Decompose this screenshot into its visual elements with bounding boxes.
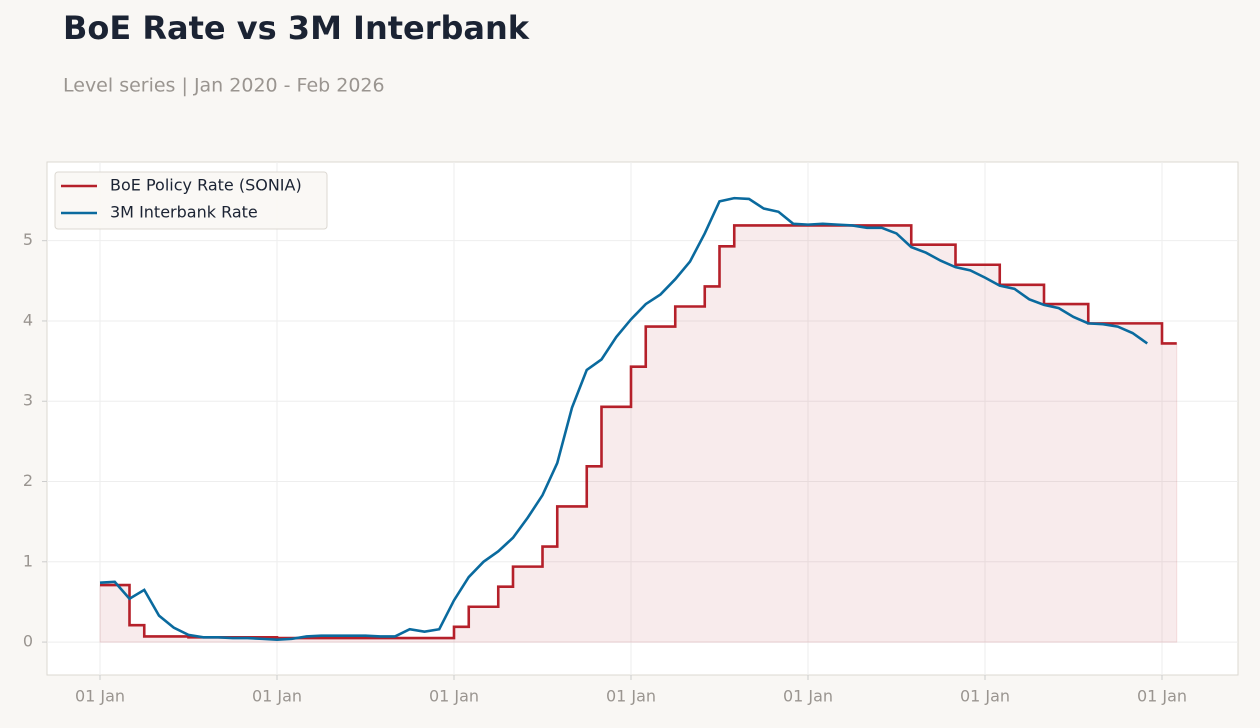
chart-title: BoE Rate vs 3M Interbank bbox=[63, 9, 530, 47]
x-tick-label: 01 Jan bbox=[252, 687, 302, 706]
legend-box bbox=[54, 171, 328, 230]
series-line bbox=[100, 224, 1177, 640]
y-tick-label: 3 bbox=[23, 391, 33, 410]
x-tick-label: 01 Jan bbox=[960, 687, 1010, 706]
y-tick-label: 0 bbox=[23, 632, 33, 651]
x-tick-label: 01 Jan bbox=[606, 687, 656, 706]
y-tick-label: 2 bbox=[23, 471, 33, 490]
legend-label: BoE Policy Rate (SONIA) bbox=[110, 176, 302, 195]
series-line bbox=[99, 196, 1149, 641]
y-tick-label: 5 bbox=[23, 230, 33, 249]
x-tick-label: 01 Jan bbox=[783, 687, 833, 706]
chart-subtitle: Level series | Jan 2020 - Feb 2026 bbox=[63, 75, 385, 97]
legend: BoE Policy Rate (SONIA) 3M Interbank Rate bbox=[54, 171, 328, 230]
legend-label: 3M Interbank Rate bbox=[110, 203, 258, 222]
y-tick-label: 1 bbox=[23, 551, 33, 570]
x-tick-label: 01 Jan bbox=[75, 687, 125, 706]
x-tick-label: 01 Jan bbox=[1137, 687, 1187, 706]
plot-area bbox=[46, 161, 1239, 676]
x-tick-label: 01 Jan bbox=[429, 687, 479, 706]
y-tick-label: 4 bbox=[23, 310, 33, 329]
